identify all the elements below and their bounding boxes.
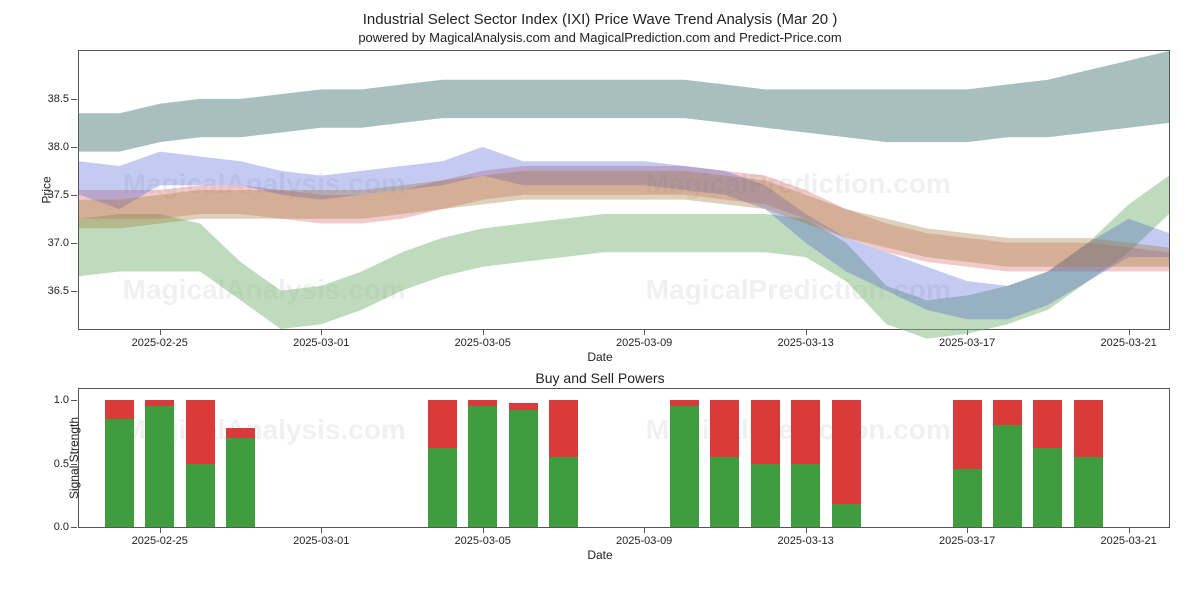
xtick: [1129, 527, 1130, 533]
ytick: [71, 99, 77, 100]
ytick: [71, 527, 77, 528]
ytick: [71, 195, 77, 196]
ytick: [71, 400, 77, 401]
sell-bar: [226, 428, 255, 438]
buy-bar: [186, 464, 215, 528]
power-chart-plot: MagicalAnalysis.com MagicalPrediction.co…: [79, 389, 1169, 527]
ytick: [71, 147, 77, 148]
buy-bar: [549, 457, 578, 527]
buy-bar: [428, 448, 457, 527]
xtick: [321, 527, 322, 533]
buy-bar: [953, 469, 982, 528]
sell-bar: [1074, 400, 1103, 458]
xtick: [967, 527, 968, 533]
ytick-label: 1.0: [54, 394, 69, 406]
buy-bar: [791, 464, 820, 528]
sell-bar: [1033, 400, 1062, 449]
price-bands-svg: [79, 51, 1169, 329]
power-chart-title: Buy and Sell Powers: [20, 370, 1180, 386]
sell-bar: [509, 403, 538, 409]
upper-teal-band: [79, 51, 1169, 152]
ytick-label: 37.0: [48, 237, 69, 249]
xtick: [160, 527, 161, 533]
power-chart-frame: Signal Strength MagicalAnalysis.com Magi…: [78, 388, 1170, 528]
sell-bar: [670, 400, 699, 406]
xtick: [1129, 329, 1130, 335]
xtick: [806, 527, 807, 533]
chart-title-main: Industrial Select Sector Index (IXI) Pri…: [20, 10, 1180, 30]
buy-bar: [145, 406, 174, 527]
xtick: [321, 329, 322, 335]
xtick-label: 2025-03-17: [939, 535, 995, 547]
sell-bar: [791, 400, 820, 464]
xtick-label: 2025-03-05: [455, 535, 511, 547]
xtick-label: 2025-02-25: [132, 337, 188, 349]
buy-bar: [226, 438, 255, 527]
buy-bar: [468, 406, 497, 527]
buy-bar: [1033, 448, 1062, 527]
ytick-label: 38.5: [48, 93, 69, 105]
buy-bar: [509, 410, 538, 528]
price-chart-xlabel: Date: [20, 350, 1180, 364]
buy-bar: [993, 425, 1022, 527]
xtick-label: 2025-03-13: [778, 337, 834, 349]
xtick-label: 2025-02-25: [132, 535, 188, 547]
sell-bar: [549, 400, 578, 458]
sell-bar: [186, 400, 215, 464]
ytick-label: 0.5: [54, 458, 69, 470]
xtick: [160, 329, 161, 335]
buy-bar: [1074, 457, 1103, 527]
ytick-label: 0.0: [54, 521, 69, 533]
buy-bar: [710, 457, 739, 527]
sell-bar: [468, 400, 497, 406]
ytick: [71, 243, 77, 244]
sell-bar: [953, 400, 982, 469]
ytick: [71, 291, 77, 292]
buy-bar: [105, 419, 134, 528]
sell-bar: [751, 400, 780, 464]
xtick: [644, 527, 645, 533]
sell-bar: [710, 400, 739, 458]
xtick-label: 2025-03-13: [778, 535, 834, 547]
buy-bar: [751, 464, 780, 528]
xtick-label: 2025-03-21: [1100, 535, 1156, 547]
buy-bar: [832, 504, 861, 527]
xtick: [483, 329, 484, 335]
chart-titles: Industrial Select Sector Index (IXI) Pri…: [20, 10, 1180, 46]
price-chart-plot: MagicalAnalysis.com MagicalPrediction.co…: [79, 51, 1169, 329]
xtick-label: 2025-03-09: [616, 337, 672, 349]
chart-title-sub: powered by MagicalAnalysis.com and Magic…: [20, 30, 1180, 47]
xtick-label: 2025-03-01: [293, 337, 349, 349]
xtick-label: 2025-03-17: [939, 337, 995, 349]
sell-bar: [428, 400, 457, 449]
xtick: [644, 329, 645, 335]
ytick-label: 38.0: [48, 141, 69, 153]
sell-bar: [993, 400, 1022, 426]
sell-bar: [145, 400, 174, 406]
xtick-label: 2025-03-01: [293, 535, 349, 547]
ytick-label: 36.5: [48, 285, 69, 297]
xtick-label: 2025-03-21: [1100, 337, 1156, 349]
sell-bar: [832, 400, 861, 505]
xtick-label: 2025-03-05: [455, 337, 511, 349]
ytick-label: 37.5: [48, 189, 69, 201]
buy-bar: [670, 406, 699, 527]
xtick-label: 2025-03-09: [616, 535, 672, 547]
xtick: [806, 329, 807, 335]
xtick: [483, 527, 484, 533]
ytick: [71, 464, 77, 465]
sell-bar: [105, 400, 134, 419]
power-chart-xlabel: Date: [20, 548, 1180, 562]
price-chart-frame: Price MagicalAnalysis.com MagicalPredict…: [78, 50, 1170, 330]
